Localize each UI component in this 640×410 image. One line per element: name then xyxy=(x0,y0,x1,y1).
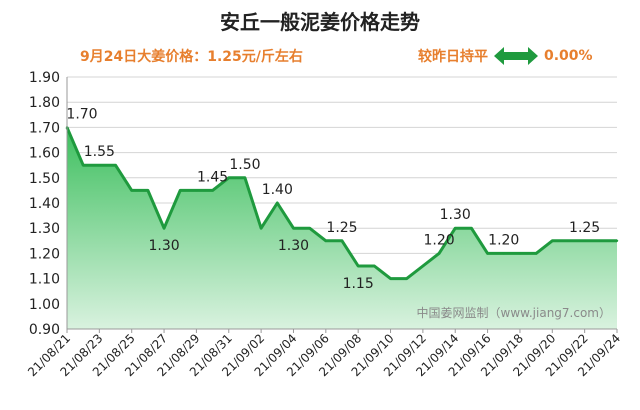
y-tick-label: 1.80 xyxy=(29,95,60,111)
data-label: 1.30 xyxy=(148,238,179,254)
data-point xyxy=(406,277,408,279)
data-label: 1.30 xyxy=(278,238,309,254)
data-label: 1.50 xyxy=(229,157,260,173)
y-tick-label: 0.90 xyxy=(29,322,60,338)
data-point xyxy=(454,227,456,229)
data-point xyxy=(616,240,618,242)
data-point xyxy=(195,189,197,191)
data-point xyxy=(567,240,569,242)
data-point xyxy=(163,227,165,229)
data-point xyxy=(292,227,294,229)
data-point xyxy=(260,227,262,229)
y-tick-label: 1.60 xyxy=(29,146,60,162)
data-label: 1.55 xyxy=(84,144,115,160)
data-point xyxy=(308,227,310,229)
data-label: 1.25 xyxy=(569,220,600,236)
data-point xyxy=(179,189,181,191)
y-tick-label: 1.20 xyxy=(29,246,60,262)
data-point xyxy=(600,240,602,242)
data-point xyxy=(82,164,84,166)
data-label: 1.70 xyxy=(66,106,97,122)
y-tick-label: 1.40 xyxy=(29,196,60,212)
data-label: 1.20 xyxy=(423,232,454,248)
price-chart: 1.701.551.301.451.501.401.301.251.151.20… xyxy=(0,0,640,410)
data-point xyxy=(211,189,213,191)
y-tick-label: 1.30 xyxy=(29,221,60,237)
data-point xyxy=(244,177,246,179)
data-point xyxy=(147,189,149,191)
data-point xyxy=(438,252,440,254)
data-point xyxy=(535,252,537,254)
data-label: 1.30 xyxy=(440,207,471,223)
data-point xyxy=(357,265,359,267)
y-tick-label: 1.70 xyxy=(29,120,60,136)
data-label: 1.20 xyxy=(488,232,519,248)
data-point xyxy=(131,189,133,191)
data-point xyxy=(470,227,472,229)
y-tick-label: 1.10 xyxy=(29,272,60,288)
data-point xyxy=(422,265,424,267)
data-label: 1.25 xyxy=(326,220,357,236)
y-tick-label: 1.90 xyxy=(29,70,60,86)
data-point xyxy=(114,164,116,166)
data-label: 1.40 xyxy=(262,182,293,198)
y-tick-label: 1.00 xyxy=(29,297,60,313)
data-point xyxy=(519,252,521,254)
data-point xyxy=(325,240,327,242)
data-label: 1.15 xyxy=(343,276,374,292)
y-tick-label: 1.50 xyxy=(29,171,60,187)
data-point xyxy=(583,240,585,242)
data-point xyxy=(389,277,391,279)
data-point xyxy=(341,240,343,242)
data-point xyxy=(486,252,488,254)
data-point xyxy=(98,164,100,166)
data-label: 1.45 xyxy=(197,169,228,185)
watermark: 中国姜网监制（www.jiang7.com） xyxy=(417,305,611,320)
data-point xyxy=(276,202,278,204)
data-point xyxy=(373,265,375,267)
data-point xyxy=(551,240,553,242)
data-point xyxy=(503,252,505,254)
